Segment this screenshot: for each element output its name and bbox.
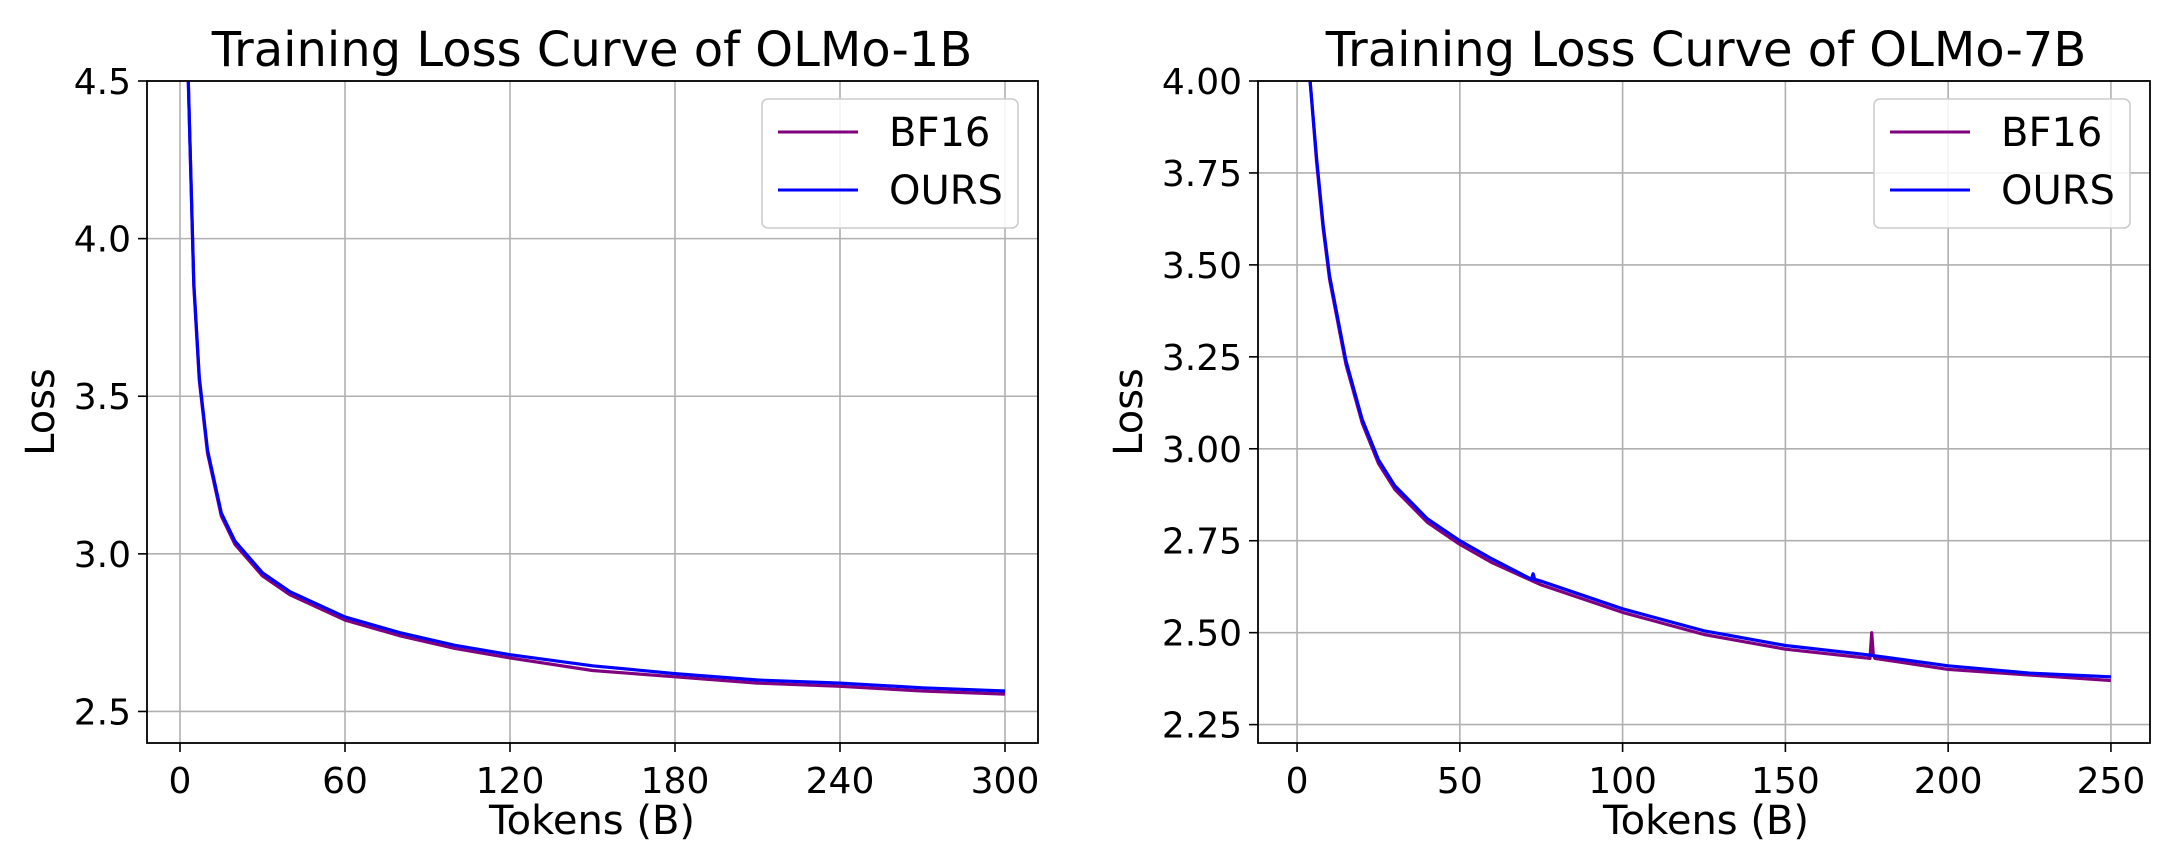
plot-frame [146, 80, 1039, 744]
x-tick-label: 180 [641, 761, 710, 802]
y-tick-label: 3.25 [1162, 338, 1242, 379]
y-tick-label: 3.75 [1162, 154, 1242, 195]
x-tick-label: 50 [1437, 761, 1483, 802]
chart-title: Training Loss Curve of OLMo-7B [1325, 22, 2087, 78]
x-axis-label: Tokens (B) [1602, 798, 1809, 844]
legend: BF16 OURS [1873, 98, 2131, 229]
legend-label-bf16: BF16 [889, 110, 990, 156]
y-tick-label: 4.0 [74, 220, 131, 261]
plot-frame [1257, 80, 2151, 744]
x-tick-label: 300 [971, 761, 1040, 802]
legend-label-ours: OURS [2001, 168, 2115, 214]
y-tick-label: 2.75 [1162, 522, 1242, 563]
chart-olmo-1b: Training Loss Curve of OLMo-1B 0 60 120 180… [18, 22, 1039, 844]
y-tick-label: 3.50 [1162, 246, 1242, 287]
y-tick-label: 4.5 [74, 62, 131, 103]
x-tick-label: 200 [1914, 761, 1983, 802]
y-tick-label: 3.5 [74, 377, 131, 418]
x-tick-label: 60 [322, 761, 368, 802]
legend: BF16 OURS [761, 98, 1019, 229]
x-tick-label: 150 [1751, 761, 1820, 802]
legend-label-ours: OURS [889, 168, 1003, 214]
x-axis-label: Tokens (B) [488, 798, 695, 844]
y-tick-label: 3.00 [1162, 430, 1242, 471]
series-line-ours [1308, 81, 2111, 679]
y-tick-label: 2.25 [1162, 706, 1242, 747]
y-axis-label: Loss [1106, 368, 1152, 456]
y-tick-label: 2.50 [1162, 614, 1242, 655]
x-tick-label: 240 [806, 761, 875, 802]
series-line-ours [186, 81, 1006, 693]
x-tick-label: 100 [1588, 761, 1657, 802]
chart-olmo-7b: Training Loss Curve of OLMo-7B 0 50 100 150… [1106, 22, 2151, 844]
chart-title: Training Loss Curve of OLMo-1B [211, 22, 973, 78]
legend-label-bf16: BF16 [2001, 110, 2102, 156]
y-tick-label: 2.5 [74, 692, 131, 733]
y-axis-label: Loss [18, 368, 64, 456]
x-tick-label: 0 [1286, 761, 1309, 802]
y-tick-label: 3.0 [74, 535, 131, 576]
x-tick-label: 120 [476, 761, 545, 802]
x-tick-label: 250 [2077, 761, 2146, 802]
y-tick-label: 4.00 [1162, 62, 1242, 103]
x-tick-label: 0 [169, 761, 192, 802]
